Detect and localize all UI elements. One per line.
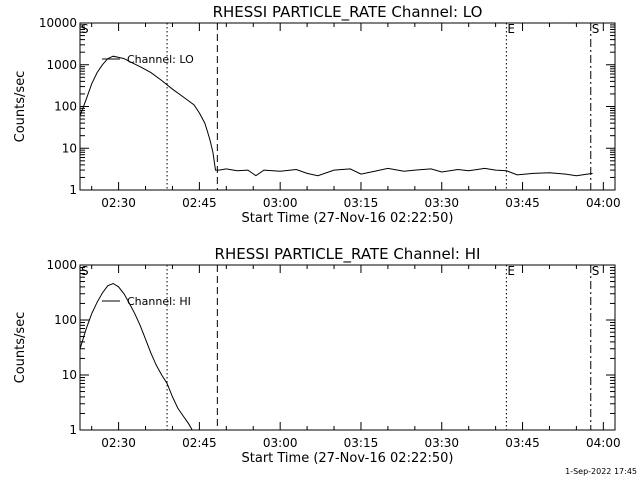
footer-timestamp: 1-Sep-2022 17:45 (565, 467, 637, 476)
legend-label: Channel: HI (127, 295, 191, 308)
x-tick-label: 04:00 (586, 196, 621, 210)
x-axis-label: Start Time (27-Nov-16 02:22:50) (242, 451, 454, 466)
x-tick-label: 03:45 (505, 436, 540, 450)
event-marker-label: E (507, 264, 515, 278)
x-tick-label: 03:00 (263, 436, 298, 450)
x-tick-label: 03:15 (344, 436, 379, 450)
x-tick-label: 04:00 (586, 436, 621, 450)
chart-title: RHESSI PARTICLE_RATE Channel: LO (213, 3, 483, 22)
event-marker-label: S (592, 264, 600, 278)
event-marker-label: S (81, 22, 89, 36)
x-tick-label: 02:30 (101, 436, 136, 450)
y-tick-label: 1000 (46, 258, 77, 272)
chart-title: RHESSI PARTICLE_RATE Channel: HI (215, 245, 481, 264)
y-tick-label: 100 (54, 313, 77, 327)
x-tick-label: 03:00 (263, 196, 298, 210)
x-tick-label: 02:45 (182, 436, 217, 450)
x-tick-label: 03:30 (424, 196, 459, 210)
x-tick-label: 03:45 (505, 196, 540, 210)
series-line (79, 55, 593, 177)
y-tick-label: 10000 (39, 16, 77, 30)
legend-label: Channel: LO (127, 53, 194, 66)
y-tick-label: 1000 (46, 58, 77, 72)
y-tick-label: 10 (62, 368, 77, 382)
y-axis-label: Counts/sec (13, 312, 28, 384)
y-tick-label: 1 (69, 423, 77, 437)
x-axis-label: Start Time (27-Nov-16 02:22:50) (242, 211, 454, 226)
x-tick-label: 02:45 (182, 196, 217, 210)
event-marker-label: S (592, 22, 600, 36)
x-tick-label: 03:30 (424, 436, 459, 450)
x-tick-label: 03:15 (344, 196, 379, 210)
series-line (79, 282, 193, 431)
event-marker-label: E (507, 22, 515, 36)
x-tick-label: 02:30 (101, 196, 136, 210)
lo-channel-panel: RHESSI PARTICLE_RATE Channel: LO 02:30 02:… (13, 3, 621, 226)
y-tick-label: 1 (69, 183, 77, 197)
y-tick-label: 100 (54, 100, 77, 114)
plot-frame (79, 264, 616, 431)
hi-channel-panel: RHESSI PARTICLE_RATE Channel: HI 02:30 02:… (13, 245, 621, 466)
plot-frame (79, 22, 616, 191)
y-tick-label: 10 (62, 141, 77, 155)
y-axis-label: Counts/sec (13, 71, 28, 143)
event-marker-label: S (81, 264, 89, 278)
